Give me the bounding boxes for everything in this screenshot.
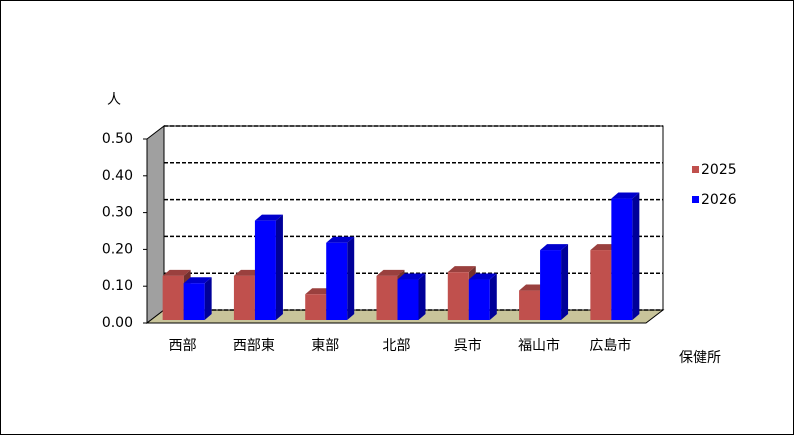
bar-front — [611, 198, 633, 320]
y-tick-label: 0.30 — [102, 205, 133, 221]
y-tick-label: 0.20 — [102, 241, 133, 257]
bar-top — [326, 236, 355, 243]
bar — [468, 273, 497, 320]
bar-side — [204, 277, 212, 320]
bar-top — [447, 266, 476, 273]
bar-front — [233, 275, 255, 320]
bar-side — [418, 273, 426, 320]
x-tick-label: 東部 — [311, 338, 339, 354]
bar-side — [632, 192, 640, 320]
bar-front — [162, 275, 184, 320]
bar-front — [397, 279, 419, 320]
bar-top — [254, 214, 283, 221]
y-tick-label: 0.50 — [102, 131, 133, 147]
bar — [611, 192, 640, 320]
bar-side — [275, 214, 283, 320]
bar-top — [376, 269, 405, 276]
bar-side — [561, 244, 569, 320]
x-tick-label: 西部東 — [233, 338, 275, 354]
legend-label: 2026 — [701, 192, 737, 208]
bar-front — [519, 290, 541, 320]
y-axis-label: 人 — [107, 92, 121, 108]
x-tick-label: 西部 — [169, 338, 197, 354]
bar-front — [305, 294, 327, 320]
legend-label: 2025 — [701, 162, 737, 178]
bar-top — [397, 273, 426, 280]
bar-top — [540, 244, 569, 251]
left-wall — [146, 124, 165, 325]
y-tick-label: 0.40 — [102, 168, 133, 184]
bar-top — [468, 273, 497, 280]
bar — [183, 277, 212, 320]
bar-front — [254, 220, 276, 320]
bar-top — [233, 269, 262, 276]
bar-front — [540, 250, 562, 320]
bar — [254, 214, 283, 320]
bar-top — [162, 269, 191, 276]
y-tick-label: 0.00 — [102, 315, 133, 331]
bar-front — [183, 283, 205, 320]
x-axis-label: 保健所 — [679, 350, 721, 366]
bar-front — [326, 242, 348, 320]
x-tick-label: 北部 — [383, 338, 411, 354]
bar-front — [468, 279, 490, 320]
bar-front — [376, 275, 398, 320]
y-tick-label: 0.10 — [102, 278, 133, 294]
bar-top — [183, 277, 212, 284]
bar — [397, 273, 426, 320]
bar-top — [611, 192, 640, 199]
bar — [326, 236, 355, 320]
bar-front — [590, 250, 612, 320]
legend-swatch — [692, 196, 699, 203]
x-tick-label: 呉市 — [454, 337, 482, 354]
x-tick-label: 福山市 — [518, 337, 560, 354]
bar-side — [489, 273, 497, 320]
bar-front — [447, 272, 469, 320]
legend-swatch — [692, 166, 699, 173]
bar-side — [347, 236, 355, 320]
bar — [540, 244, 569, 320]
x-tick-label: 広島市 — [589, 337, 631, 354]
